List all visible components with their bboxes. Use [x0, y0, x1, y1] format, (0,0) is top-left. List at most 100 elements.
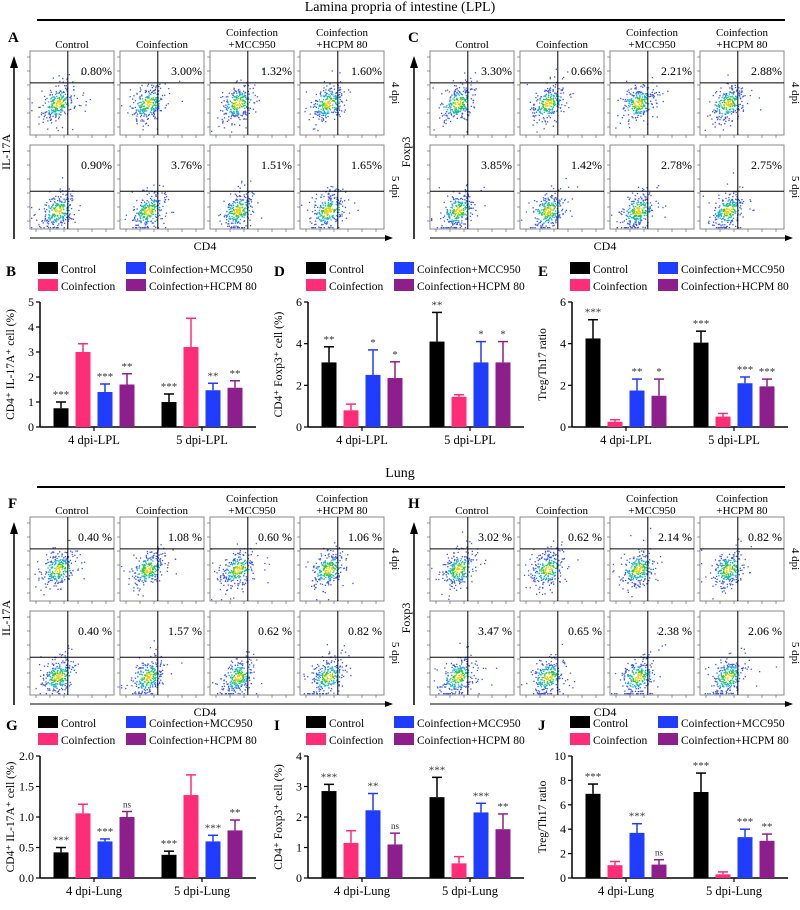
- event-dot: [735, 205, 737, 207]
- event-dot: [324, 212, 326, 215]
- event-dot: [462, 211, 464, 214]
- event-dot: [228, 223, 230, 225]
- event-dot: [233, 91, 235, 94]
- event-dot: [447, 210, 449, 212]
- event-dot: [324, 204, 327, 207]
- event-dot: [458, 201, 460, 204]
- event-dot: [332, 227, 334, 229]
- event-dot: [54, 582, 57, 584]
- event-dot: [738, 200, 741, 202]
- event-dot: [249, 107, 251, 109]
- event-dot: [52, 567, 54, 569]
- event-dot: [322, 112, 324, 114]
- event-dot: [725, 225, 728, 228]
- event-dot: [725, 94, 727, 97]
- event-dot: [60, 581, 62, 583]
- event-dot: [68, 556, 70, 558]
- quadrant-percent: 2.21%: [661, 64, 692, 78]
- event-dot: [224, 113, 226, 115]
- event-dot: [157, 204, 160, 207]
- event-dot: [326, 96, 328, 98]
- event-dot: [50, 122, 53, 124]
- event-dot: [149, 551, 151, 553]
- event-dot: [226, 107, 228, 109]
- event-dot: [431, 219, 433, 222]
- event-dot: [455, 103, 457, 106]
- event-dot: [718, 106, 720, 108]
- event-dot: [535, 97, 537, 99]
- event-dot: [453, 85, 456, 87]
- event-dot: [324, 201, 326, 203]
- event-dot: [521, 219, 523, 221]
- event-dot: [725, 204, 727, 206]
- event-dot: [554, 97, 557, 99]
- event-dot: [135, 220, 137, 222]
- event-dot: [323, 81, 326, 83]
- event-dot: [632, 209, 634, 211]
- event-dot: [453, 198, 455, 200]
- event-dot: [234, 227, 236, 229]
- event-dot: [137, 103, 139, 105]
- event-dot: [459, 223, 461, 225]
- event-dot: [167, 562, 170, 564]
- event-dot: [150, 212, 152, 214]
- event-dot: [62, 100, 64, 102]
- event-dot: [446, 227, 448, 229]
- event-dot: [734, 99, 736, 101]
- event-dot: [719, 106, 721, 108]
- event-dot: [640, 100, 642, 103]
- event-dot: [717, 217, 719, 219]
- event-dot: [635, 227, 637, 229]
- event-dot: [724, 209, 726, 211]
- event-dot: [716, 215, 718, 217]
- event-dot: [35, 586, 37, 588]
- event-dot: [735, 98, 737, 100]
- event-dot: [730, 92, 733, 94]
- event-dot: [545, 102, 548, 105]
- event-dot: [633, 202, 635, 204]
- event-dot: [443, 220, 446, 222]
- event-dot: [325, 112, 327, 114]
- event-dot: [534, 223, 536, 226]
- event-dot: [59, 207, 61, 209]
- arrowhead-icon: [385, 235, 393, 241]
- event-dot: [634, 213, 636, 215]
- event-dot: [147, 114, 150, 117]
- event-dot: [225, 104, 227, 106]
- event-dot: [452, 212, 454, 214]
- event-dot: [144, 575, 146, 577]
- event-dot: [249, 225, 252, 227]
- event-dot: [36, 219, 38, 221]
- event-dot: [235, 210, 238, 212]
- event-dot: [723, 209, 726, 212]
- event-dot: [232, 107, 234, 109]
- event-dot: [559, 99, 561, 101]
- event-dot: [144, 206, 146, 208]
- event-dot: [152, 97, 154, 99]
- event-dot: [715, 222, 717, 224]
- plot-frame: [119, 144, 205, 230]
- event-dot: [64, 112, 66, 115]
- event-dot: [634, 214, 637, 217]
- event-dot: [69, 570, 71, 572]
- event-dot: [223, 100, 225, 102]
- event-dot: [31, 206, 33, 209]
- event-dot: [463, 195, 465, 197]
- event-dot: [534, 108, 536, 111]
- row-label: 5 dpi: [389, 176, 400, 198]
- event-dot: [546, 205, 549, 207]
- event-dot: [55, 560, 57, 562]
- event-dot: [247, 206, 250, 209]
- event-dot: [329, 87, 332, 90]
- event-dot: [659, 94, 661, 96]
- event-dot: [650, 100, 652, 102]
- event-dot: [727, 112, 729, 115]
- event-dot: [249, 219, 251, 221]
- event-dot: [66, 88, 68, 90]
- event-dot: [44, 112, 46, 114]
- event-dot: [66, 96, 68, 98]
- event-dot: [636, 204, 639, 206]
- event-dot: [459, 206, 461, 208]
- event-dot: [635, 218, 637, 220]
- event-dot: [75, 550, 77, 552]
